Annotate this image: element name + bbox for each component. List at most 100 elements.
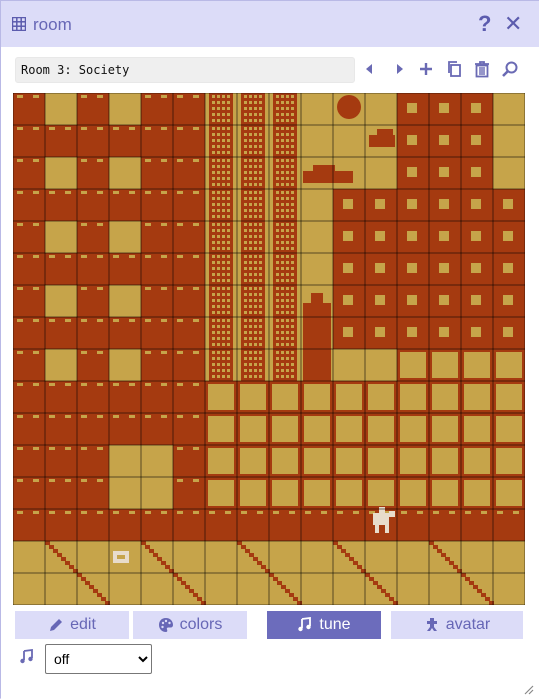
room-decorations bbox=[113, 95, 395, 563]
room-tile-panel bbox=[365, 413, 397, 445]
room-tile-diag1 bbox=[77, 573, 110, 605]
next-room-button[interactable] bbox=[387, 56, 411, 82]
tab-avatar-label: avatar bbox=[445, 616, 491, 633]
add-room-button[interactable] bbox=[414, 56, 438, 82]
room-tile-diag1 bbox=[333, 541, 366, 573]
room-tile-panel bbox=[333, 477, 365, 509]
room-tile-brick bbox=[173, 93, 205, 125]
room-tile-brick bbox=[45, 477, 77, 509]
room-tile-panel bbox=[397, 413, 429, 445]
room-tile-brick bbox=[45, 509, 77, 541]
room-tile-brick bbox=[301, 509, 333, 541]
room-tile-panel bbox=[493, 381, 525, 413]
room-tile-tower bbox=[273, 349, 297, 381]
room-tile-panel bbox=[493, 477, 525, 509]
resize-handle-icon[interactable] bbox=[522, 683, 534, 695]
room-tile-panel bbox=[333, 445, 365, 477]
room-tile-brick bbox=[45, 413, 77, 445]
question-icon[interactable]: ? bbox=[478, 11, 492, 36]
room-tile-brick bbox=[109, 381, 141, 413]
find-room-button[interactable] bbox=[498, 56, 522, 82]
room-tile-brick bbox=[13, 445, 45, 477]
room-tile-brick bbox=[13, 253, 45, 285]
room-tile-bldg bbox=[429, 93, 461, 125]
room-canvas[interactable] bbox=[13, 93, 525, 605]
room-tile-panel bbox=[269, 413, 301, 445]
room-tile-brick bbox=[77, 349, 109, 381]
room-tile-brick bbox=[77, 317, 109, 349]
title-bar[interactable]: room ? ✕ bbox=[1, 1, 539, 47]
close-icon[interactable]: ✕ bbox=[504, 11, 523, 36]
room-tile-panel bbox=[301, 477, 333, 509]
previous-room-icon bbox=[366, 64, 372, 74]
room-tile-diag1 bbox=[173, 573, 206, 605]
room-tile-bldg bbox=[461, 221, 493, 253]
room-tile-bldg bbox=[493, 253, 525, 285]
room-tile-panel bbox=[493, 413, 525, 445]
room-tile-bldg bbox=[429, 285, 461, 317]
room-body: Room 3: Society edit bbox=[1, 47, 539, 699]
room-tile-brick bbox=[77, 381, 109, 413]
room-tile-panel bbox=[205, 445, 237, 477]
room-tile-panel bbox=[237, 445, 269, 477]
room-tile-panel bbox=[301, 445, 333, 477]
room-tile-brick bbox=[77, 477, 109, 509]
tab-tune[interactable]: tune bbox=[267, 611, 381, 639]
room-tile-brick bbox=[173, 381, 205, 413]
room-tile-brick bbox=[461, 509, 493, 541]
room-tile-brick bbox=[109, 317, 141, 349]
tab-edit-label: edit bbox=[70, 616, 96, 633]
room-tile-panel bbox=[237, 477, 269, 509]
tab-colors[interactable]: colors bbox=[133, 611, 247, 639]
room-tile-brick bbox=[45, 445, 77, 477]
room-tile-tower bbox=[273, 253, 297, 285]
room-tile-diag1 bbox=[237, 541, 270, 573]
room-tile-bldg bbox=[429, 125, 461, 157]
room-tile-brick bbox=[173, 349, 205, 381]
room-tile-bldg bbox=[397, 157, 429, 189]
room-tile-diag1 bbox=[461, 573, 494, 605]
duplicate-room-button[interactable] bbox=[442, 56, 466, 82]
previous-room-button[interactable] bbox=[358, 56, 382, 82]
room-name-field[interactable]: Room 3: Society bbox=[15, 57, 355, 83]
room-tile-brick bbox=[77, 509, 109, 541]
room-tile-grid[interactable] bbox=[13, 93, 525, 605]
tab-avatar[interactable]: avatar bbox=[391, 611, 523, 639]
room-tile-bldg bbox=[397, 221, 429, 253]
room-tile-tower bbox=[241, 317, 265, 349]
room-tile-brick bbox=[173, 413, 205, 445]
room-tile-brick bbox=[173, 221, 205, 253]
room-tile-brick bbox=[173, 477, 205, 509]
room-tile-brick bbox=[77, 157, 109, 189]
room-tile-bldg bbox=[493, 189, 525, 221]
room-tile-brick bbox=[173, 125, 205, 157]
room-tile-tower bbox=[241, 253, 265, 285]
room-tile-diag1 bbox=[45, 541, 78, 573]
room-tile-panel bbox=[237, 381, 269, 413]
room-tile-brick bbox=[141, 93, 173, 125]
room-tile-diag1 bbox=[269, 573, 302, 605]
room-tile-brick bbox=[13, 285, 45, 317]
room-tile-tower bbox=[209, 221, 233, 253]
room-tile-brick bbox=[13, 317, 45, 349]
room-tile-panel bbox=[461, 413, 493, 445]
tab-edit[interactable]: edit bbox=[15, 611, 129, 639]
tune-select[interactable]: off bbox=[45, 644, 152, 674]
room-tile-brick bbox=[13, 477, 45, 509]
room-tile-tower bbox=[241, 285, 265, 317]
next-room-icon bbox=[397, 64, 403, 74]
room-tile-brick bbox=[77, 253, 109, 285]
room-tile-tower bbox=[209, 253, 233, 285]
room-tile-bldg bbox=[429, 157, 461, 189]
room-tile-brick bbox=[13, 509, 45, 541]
room-tile-brick bbox=[141, 189, 173, 221]
room-tile-brick bbox=[173, 317, 205, 349]
room-tile-tower bbox=[273, 157, 297, 189]
delete-room-button[interactable] bbox=[470, 56, 494, 82]
room-tile-bldg bbox=[397, 253, 429, 285]
room-tile-brick bbox=[109, 253, 141, 285]
room-tile-tower bbox=[273, 317, 297, 349]
room-tile-tower bbox=[241, 349, 265, 381]
room-tile-bldg bbox=[365, 189, 397, 221]
room-tile-brick bbox=[77, 189, 109, 221]
